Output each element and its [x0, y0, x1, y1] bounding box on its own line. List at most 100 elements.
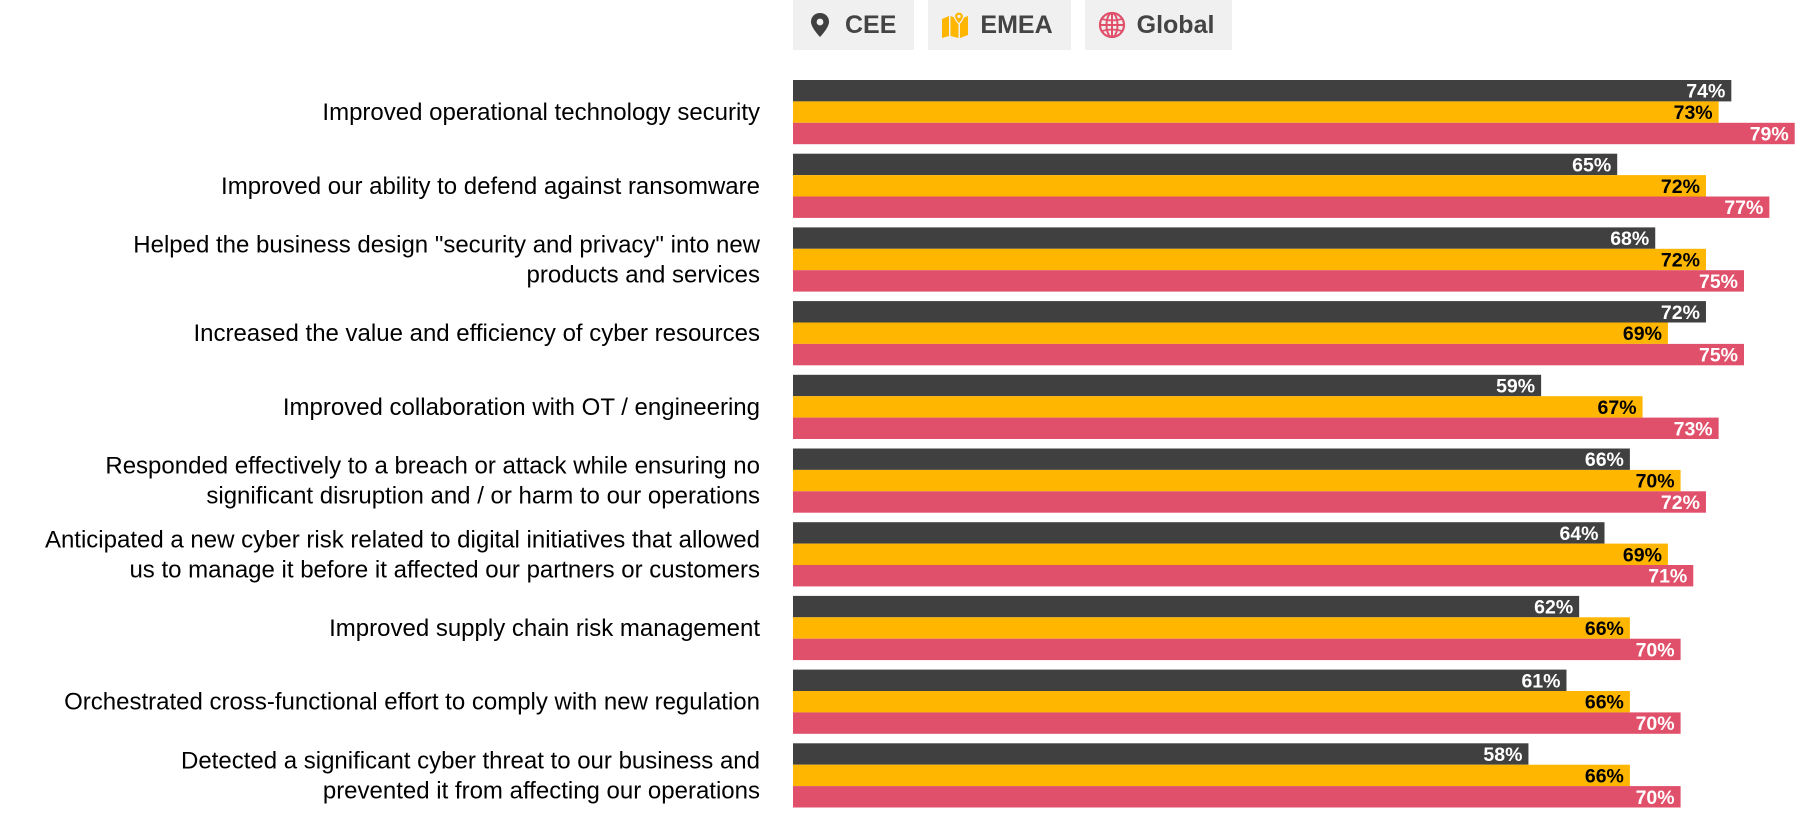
bar-global	[793, 786, 1681, 808]
category-label: Anticipated a new cyber risk related to …	[45, 526, 760, 583]
data-label: 75%	[1699, 345, 1738, 367]
bar-cee	[793, 374, 1542, 397]
bar-emea	[793, 322, 1668, 344]
category-label: Improved collaboration with OT / enginee…	[283, 394, 760, 421]
bar-emea	[793, 175, 1706, 197]
data-label: 75%	[1699, 271, 1738, 293]
bar-cee	[793, 595, 1580, 618]
category-label: Responded effectively to a breach or att…	[105, 453, 760, 510]
category-label-line: Responded effectively to a breach or att…	[105, 453, 760, 480]
data-label: 66%	[1585, 692, 1624, 714]
category-label-line: Improved our ability to defend against r…	[221, 173, 760, 200]
category-label-line: us to manage it before it affected our p…	[129, 556, 760, 583]
category-label-line: Detected a significant cyber threat to o…	[181, 747, 760, 774]
data-label: 74%	[1686, 81, 1725, 103]
data-label: 69%	[1623, 544, 1662, 566]
bar-emea	[793, 248, 1706, 271]
bar-global	[793, 638, 1681, 661]
bar-emea	[793, 617, 1630, 639]
bar-emea	[793, 691, 1630, 713]
bar-cee	[793, 448, 1630, 470]
globe-icon	[1097, 10, 1127, 40]
legend-item-global: Global	[1084, 0, 1233, 50]
data-label: 72%	[1661, 176, 1700, 198]
data-label: 67%	[1598, 397, 1637, 419]
category-group: 62% 66% 70% Improved supply chain risk mana…	[329, 595, 1681, 661]
bar-cee	[793, 301, 1706, 323]
bar-emea	[793, 764, 1630, 787]
legend-item-emea: EMEA	[928, 0, 1071, 50]
data-label: 68%	[1610, 228, 1649, 250]
data-label: 70%	[1636, 639, 1675, 661]
bar-global	[793, 712, 1681, 734]
bar-emea	[793, 396, 1643, 418]
category-label-line: products and services	[527, 262, 760, 289]
legend-item-cee: CEE	[793, 0, 915, 50]
category-group: 65% 72% 77% Improved our ability to defend …	[221, 153, 1770, 219]
category-label-line: Orchestrated cross-functional effort to …	[64, 689, 760, 716]
data-label: 77%	[1724, 197, 1763, 219]
data-label: 73%	[1674, 102, 1713, 124]
map-icon	[940, 10, 970, 40]
bar-cee	[793, 522, 1605, 544]
bar-global	[793, 343, 1744, 366]
bar-cee	[793, 743, 1529, 765]
category-label: Orchestrated cross-functional effort to …	[64, 689, 760, 716]
chart-legend: CEE EMEA Global	[793, 0, 1233, 50]
category-label-line: Increased the value and efficiency of cy…	[193, 320, 760, 347]
category-label-line: Improved operational technology security	[322, 99, 760, 126]
category-label-line: prevented it from affecting our operatio…	[323, 777, 760, 804]
bar-emea	[793, 543, 1668, 565]
data-label: 70%	[1636, 471, 1675, 493]
category-label: Improved operational technology security	[322, 99, 760, 126]
category-label: Increased the value and efficiency of cy…	[193, 320, 760, 347]
bar-emea	[793, 101, 1719, 123]
bar-global	[793, 122, 1795, 145]
bar-cee	[793, 153, 1618, 176]
category-group: 59% 67% 73% Improved collaboration with OT …	[283, 374, 1719, 440]
legend-label: CEE	[845, 10, 897, 39]
bar-cee	[793, 669, 1567, 691]
bar-global	[793, 565, 1694, 587]
data-label: 72%	[1661, 492, 1700, 514]
bar-global	[793, 270, 1744, 292]
data-label: 72%	[1661, 250, 1700, 272]
bar-emea	[793, 469, 1681, 492]
data-label: 62%	[1534, 597, 1573, 619]
legend-label: EMEA	[980, 10, 1053, 39]
data-label: 59%	[1496, 376, 1535, 398]
data-label: 71%	[1648, 566, 1687, 588]
legend-label: Global	[1136, 10, 1215, 39]
data-label: 66%	[1585, 618, 1624, 640]
data-label: 66%	[1585, 765, 1624, 787]
category-label-line: Improved collaboration with OT / enginee…	[283, 394, 760, 421]
data-label: 65%	[1572, 154, 1611, 176]
category-label: Improved our ability to defend against r…	[221, 173, 760, 200]
data-label: 69%	[1623, 323, 1662, 345]
category-label: Detected a significant cyber threat to o…	[181, 747, 760, 804]
data-label: 79%	[1750, 124, 1789, 146]
category-label-line: Anticipated a new cyber risk related to …	[45, 526, 760, 553]
data-label: 73%	[1674, 418, 1713, 440]
bar-cee	[793, 80, 1732, 102]
category-group: 58% 66% 70% Detected a significant cyber th…	[181, 743, 1681, 809]
category-label-line: Helped the business design "security and…	[133, 232, 760, 259]
category-label-line: Improved supply chain risk management	[329, 615, 760, 642]
location-pin-icon	[805, 10, 835, 40]
bar-global	[793, 196, 1770, 218]
category-group: 64% 69%71% Anticipated a new cyber risk re…	[45, 522, 1694, 588]
data-label: 66%	[1585, 449, 1624, 471]
category-label-line: significant disruption and / or harm to …	[206, 483, 760, 510]
data-label: 72%	[1661, 302, 1700, 324]
category-group: 74%73% 79% Improved operational technology…	[322, 80, 1795, 146]
category-label: Helped the business design "security and…	[133, 232, 760, 289]
category-group: 68% 72%75% Helped the business design "sec…	[133, 227, 1744, 293]
data-label: 58%	[1483, 744, 1522, 766]
bar-cee	[793, 227, 1656, 249]
category-group: 72%69% 75% Increased the value and efficie…	[193, 301, 1744, 367]
bar-global	[793, 491, 1706, 513]
category-group: 66% 70%72% Responded effectively to a brea…	[105, 448, 1706, 514]
data-label: 61%	[1521, 670, 1560, 692]
category-label: Improved supply chain risk management	[329, 615, 760, 642]
